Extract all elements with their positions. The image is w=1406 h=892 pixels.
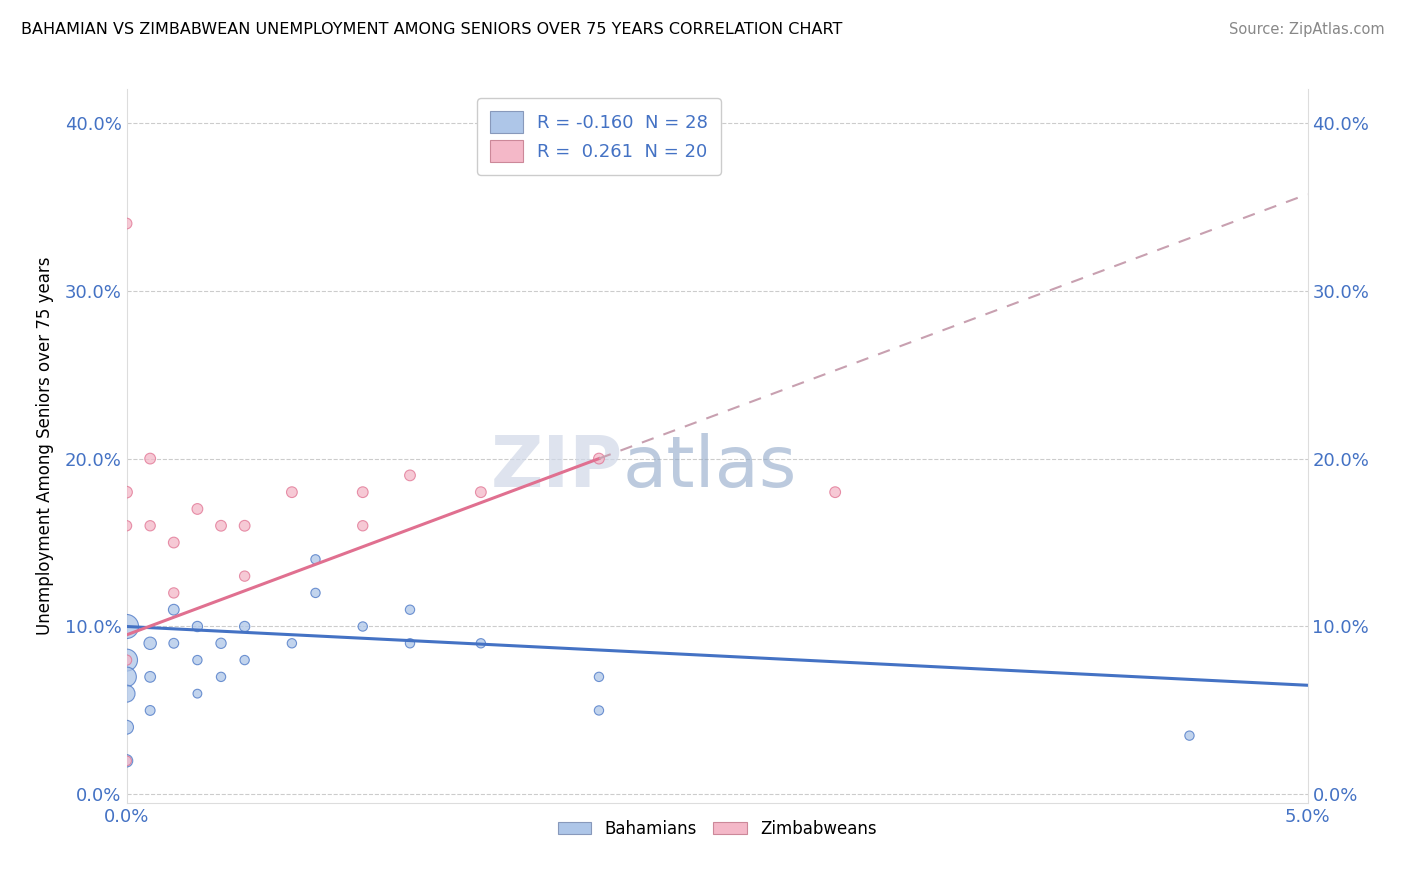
Point <box>352 485 374 500</box>
Point <box>470 485 492 500</box>
Point <box>186 653 208 667</box>
Point <box>209 518 232 533</box>
Point <box>115 485 138 500</box>
Point <box>233 569 256 583</box>
Point <box>186 687 208 701</box>
Point <box>281 636 304 650</box>
Text: Source: ZipAtlas.com: Source: ZipAtlas.com <box>1229 22 1385 37</box>
Point <box>186 619 208 633</box>
Point <box>233 653 256 667</box>
Point <box>186 502 208 516</box>
Point <box>115 720 138 734</box>
Point <box>209 670 232 684</box>
Point <box>139 518 162 533</box>
Point <box>115 754 138 768</box>
Point <box>304 552 326 566</box>
Y-axis label: Unemployment Among Seniors over 75 years: Unemployment Among Seniors over 75 years <box>35 257 53 635</box>
Text: BAHAMIAN VS ZIMBABWEAN UNEMPLOYMENT AMONG SENIORS OVER 75 YEARS CORRELATION CHAR: BAHAMIAN VS ZIMBABWEAN UNEMPLOYMENT AMON… <box>21 22 842 37</box>
Point <box>163 586 186 600</box>
Point <box>588 703 610 717</box>
Point <box>588 451 610 466</box>
Point <box>470 636 492 650</box>
Point <box>352 518 374 533</box>
Point <box>304 586 326 600</box>
Point <box>399 636 422 650</box>
Point <box>399 603 422 617</box>
Point <box>588 670 610 684</box>
Legend: Bahamians, Zimbabweans: Bahamians, Zimbabweans <box>551 814 883 845</box>
Point <box>209 636 232 650</box>
Point <box>139 703 162 717</box>
Point <box>115 653 138 667</box>
Point <box>233 518 256 533</box>
Point <box>115 518 138 533</box>
Point <box>115 687 138 701</box>
Point <box>115 670 138 684</box>
Point <box>139 636 162 650</box>
Point <box>163 535 186 549</box>
Point <box>1178 729 1201 743</box>
Point <box>399 468 422 483</box>
Point <box>115 754 138 768</box>
Point <box>824 485 846 500</box>
Point <box>115 619 138 633</box>
Point <box>281 485 304 500</box>
Point <box>139 451 162 466</box>
Point <box>139 670 162 684</box>
Text: atlas: atlas <box>623 433 797 502</box>
Point <box>163 636 186 650</box>
Point <box>233 619 256 633</box>
Point <box>115 653 138 667</box>
Point <box>115 217 138 231</box>
Point <box>352 619 374 633</box>
Point <box>163 603 186 617</box>
Text: ZIP: ZIP <box>491 433 623 502</box>
